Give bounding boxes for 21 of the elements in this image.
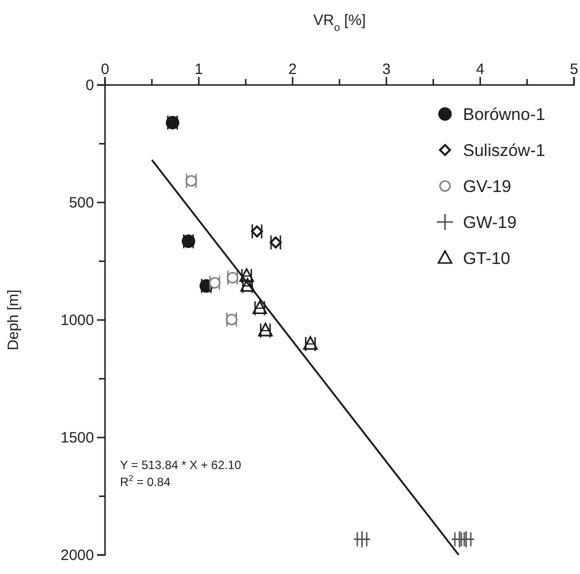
- legend-label: GV-19: [463, 177, 512, 196]
- y-tick-label: 1500: [60, 429, 94, 446]
- legend-label: Suliszów-1: [463, 141, 546, 160]
- y-axis-title: Deph [m]: [5, 290, 22, 350]
- legend-label: GW-19: [463, 213, 517, 232]
- x-tick-label: 0: [100, 61, 110, 78]
- x-tick-label: 4: [476, 61, 484, 78]
- x-tick-label: 3: [382, 61, 391, 78]
- legend-label: GT-10: [463, 249, 510, 268]
- y-tick-label: 2000: [60, 546, 94, 564]
- legend-label: Borówno-1: [463, 105, 546, 124]
- y-tick-label: 0: [86, 76, 94, 94]
- y-tick-label: 500: [68, 194, 94, 212]
- annotation: R$^{2}$ = 0.84: [120, 473, 171, 489]
- y-tick-label: 1000: [60, 312, 94, 329]
- annotation: Y = 513.84 * X + 62.10: [120, 458, 242, 472]
- point: [353, 530, 371, 548]
- x-tick-label: 1: [194, 61, 203, 78]
- x-axis-title: VR$_{o}$ [%]: [313, 12, 366, 34]
- x-tick-label: 5: [570, 61, 578, 78]
- x-tick-label: 2: [288, 61, 297, 78]
